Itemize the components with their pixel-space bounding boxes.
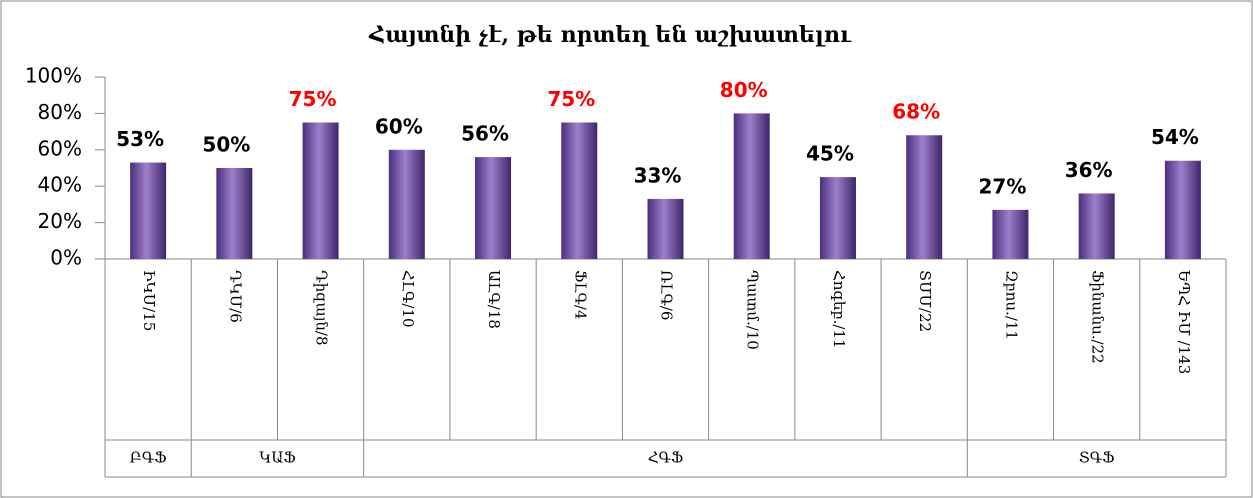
value-label: 27% <box>978 174 1026 198</box>
group-label: ԲԳՖ <box>130 449 167 467</box>
bar <box>733 113 770 260</box>
x-tick-label: Պատմ./10 <box>744 270 762 350</box>
x-tick-label: ԱԼԳ/18 <box>485 270 503 329</box>
value-label: 80% <box>720 78 768 102</box>
y-tick-label: 0% <box>50 246 82 270</box>
bar <box>130 162 167 259</box>
bar <box>906 135 943 259</box>
value-label: 60% <box>375 114 423 138</box>
x-tick-label: ՏՄՄ/22 <box>916 270 934 332</box>
y-tick-label: 80% <box>38 100 82 124</box>
value-label: 56% <box>461 122 509 146</box>
y-tick-label: 20% <box>38 209 82 233</box>
y-tick-label: 100% <box>25 64 82 88</box>
value-label: 75% <box>289 87 337 111</box>
group-label: ՀԳՖ <box>648 449 684 467</box>
x-tick-label: Զբոս./11 <box>1002 270 1020 340</box>
bar <box>647 198 684 259</box>
value-label: 33% <box>634 163 682 187</box>
x-tick-label: Դիզայն/8 <box>313 270 331 346</box>
value-label: 75% <box>547 87 595 111</box>
x-tick-label: Հոգեբ./11 <box>830 270 848 349</box>
bar <box>1164 160 1201 259</box>
value-label: 53% <box>116 127 164 151</box>
x-tick-label: ՌԼԳ/6 <box>658 270 676 320</box>
x-tick-label: ԵՊՀ ԻՄ /143 <box>1175 270 1193 374</box>
x-tick-label: ՀԼԳ/10 <box>399 270 417 328</box>
bar <box>992 209 1029 259</box>
x-tick-label: ԴԿՄ/6 <box>226 270 244 323</box>
value-label: 45% <box>806 142 854 166</box>
value-label: 54% <box>1151 125 1199 149</box>
value-label: 36% <box>1065 158 1113 182</box>
y-tick-label: 60% <box>38 136 82 160</box>
bar <box>1078 193 1115 259</box>
group-label: ՏԳՖ <box>1079 449 1115 467</box>
bar <box>819 177 856 259</box>
bar <box>302 122 339 259</box>
bar <box>216 168 253 259</box>
bar <box>475 157 512 259</box>
value-label: 68% <box>892 100 940 124</box>
x-tick-label: Ֆինանս./22 <box>1089 270 1107 364</box>
chart-title: Հայտնի չէ, թե որտեղ են աշխատելու <box>368 22 852 48</box>
bar <box>561 122 598 259</box>
value-label: 50% <box>202 133 250 157</box>
x-tick-label: ՖԼԳ/4 <box>571 270 589 320</box>
group-label: ԿԱՖ <box>259 449 296 467</box>
x-tick-label: ԻԿՄ/15 <box>140 270 158 331</box>
y-tick-label: 40% <box>38 173 82 197</box>
bar <box>388 149 425 259</box>
